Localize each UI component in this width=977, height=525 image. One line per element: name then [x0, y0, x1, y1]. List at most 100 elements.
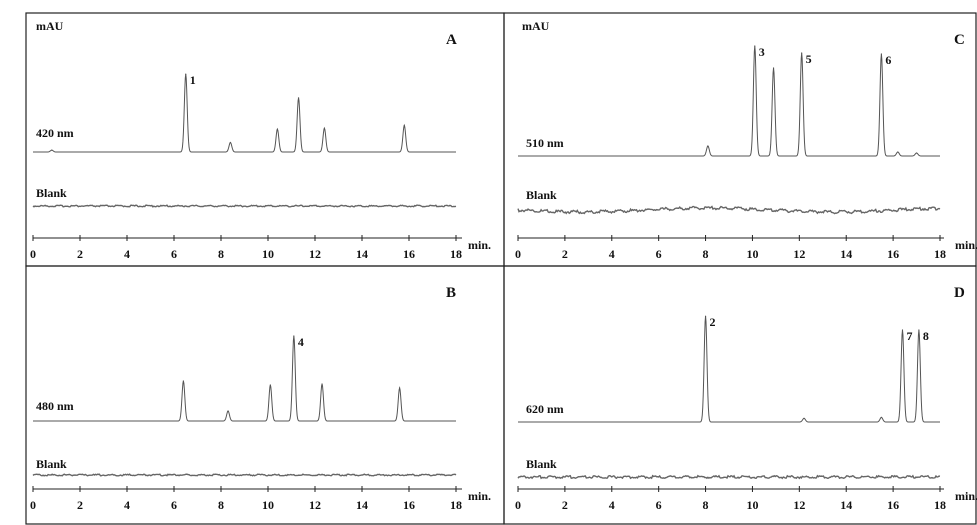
panel-B-tick-label: 6	[171, 498, 177, 512]
panel-D-peak	[803, 417, 805, 419]
panel-C-tick-label: 4	[609, 247, 615, 261]
panel-C-border	[503, 12, 977, 267]
panel-C-tick-label: 10	[746, 247, 758, 261]
panel-C-peak	[707, 145, 709, 147]
panel-C-peak	[915, 152, 918, 154]
panel-D-blank-trace	[517, 474, 941, 480]
panel-D-traces: 2 7 8	[517, 315, 941, 480]
panel-A-peak	[185, 73, 187, 75]
panel-D-peak-label: 8	[923, 329, 929, 343]
panel-A-tick-label: 8	[218, 247, 224, 261]
panel-A-peak	[297, 97, 300, 99]
panel-D-tick-label: 18	[934, 498, 946, 512]
panel-D-peak	[918, 329, 920, 331]
panel-C-tick-label: 2	[562, 247, 568, 261]
panel-B-sample-trace	[33, 335, 456, 422]
panel-A-border	[25, 12, 505, 267]
panel-A-letter: A	[446, 32, 457, 48]
panel-C-tick-label: 14	[840, 247, 852, 261]
panel-C-peak	[897, 151, 899, 153]
panel-A-ylabel: mAU	[36, 19, 64, 33]
panel-B-xlabel: min.	[468, 489, 491, 503]
panel-A-peak	[323, 127, 325, 129]
panel-D-tick-label: 2	[562, 498, 568, 512]
panel-B-blank-label: Blank	[36, 457, 67, 471]
panel-C-blank-trace	[517, 205, 941, 215]
panel-A-blank-label: Blank	[36, 186, 67, 200]
panel-A-tick-label: 6	[171, 247, 177, 261]
panel-C: mAU C 510 nm Blank min. 0 2 4 6 8 10 12 14 16 18 …	[515, 19, 977, 261]
panel-C-letter: C	[954, 32, 965, 48]
panel-B-letter: B	[446, 285, 456, 301]
panel-D-tick-label: 16	[887, 498, 899, 512]
panel-A-tick-label: 4	[124, 247, 130, 261]
panel-C-peak-label: 5	[806, 52, 812, 66]
panel-B-blank-trace	[32, 473, 457, 477]
panel-D-ticks: 0 2 4 6 8 10 12 14 16 18	[515, 486, 946, 512]
panel-A-tick-label: 18	[450, 247, 462, 261]
panel-B-tick-label: 16	[403, 498, 415, 512]
panel-B-traces: 4	[32, 335, 457, 477]
panel-D-tick-label: 8	[703, 498, 709, 512]
panel-B-peak	[182, 380, 184, 382]
panel-A-peak-label: 1	[190, 73, 196, 87]
panel-A-ticks: 0 2 4 6 8 10 12 14 16 18	[30, 235, 462, 261]
panel-C-tick-label: 0	[515, 247, 521, 261]
panel-C-tick-label: 16	[887, 247, 899, 261]
panel-D-trace-label: 620 nm	[526, 402, 564, 416]
panel-A-tick-label: 16	[403, 247, 415, 261]
panel-C-traces: 3 5 6	[517, 45, 941, 215]
panel-C-peak	[772, 67, 775, 69]
panel-D-tick-label: 6	[656, 498, 662, 512]
panel-C-tick-label: 18	[934, 247, 946, 261]
panel-C-trace-label: 510 nm	[526, 136, 564, 150]
panel-B-peak-label: 4	[298, 335, 304, 349]
panel-B-peak	[321, 383, 323, 385]
panel-A-tick-label: 0	[30, 247, 36, 261]
panel-C-tick-label: 12	[793, 247, 805, 261]
panel-B-ticks: 0 2 4 6 8 10 12 14 16 18	[30, 486, 462, 512]
panel-B-peak	[269, 384, 271, 386]
panel-C-peak	[801, 52, 803, 54]
panel-B-peak	[293, 335, 295, 337]
panel-D-peak	[880, 416, 882, 418]
panel-D-border	[503, 265, 977, 525]
panel-B-tick-label: 0	[30, 498, 36, 512]
panel-B-peak	[227, 410, 229, 412]
panel-D-tick-label: 0	[515, 498, 521, 512]
panel-C-tick-label: 6	[656, 247, 662, 261]
panel-C-ylabel: mAU	[522, 19, 550, 33]
panel-B-tick-label: 12	[309, 498, 321, 512]
panel-B-tick-label: 18	[450, 498, 462, 512]
panel-A-traces: 1	[32, 73, 457, 208]
panel-B-tick-label: 8	[218, 498, 224, 512]
panel-D-peak-label: 2	[710, 315, 716, 329]
panel-A-peak	[51, 149, 53, 151]
panel-B-tick-label: 14	[356, 498, 368, 512]
panel-C-sample-trace	[518, 45, 940, 157]
panel-A: mAU A 420 nm Blank min. 0 2 4 6 8 10 12 14 16 18 …	[30, 19, 491, 261]
panel-C-peak	[880, 53, 882, 55]
panel-A-blank-trace	[32, 204, 457, 208]
panel-A-tick-label: 12	[309, 247, 321, 261]
panel-A-tick-label: 2	[77, 247, 83, 261]
panel-C-blank-label: Blank	[526, 188, 557, 202]
panel-C-peak-label: 3	[759, 45, 765, 59]
panel-A-trace-label: 420 nm	[36, 126, 74, 140]
panel-C-peak	[754, 45, 756, 47]
panel-A-tick-label: 10	[262, 247, 274, 261]
panel-D-peak	[704, 315, 707, 317]
panel-B-peak	[399, 387, 401, 389]
panel-A-peak	[276, 128, 278, 130]
panel-D-sample-trace	[518, 316, 940, 423]
panel-C-ticks: 0 2 4 6 8 10 12 14 16 18	[515, 235, 946, 261]
panel-C-tick-label: 8	[703, 247, 709, 261]
panel-D-letter: D	[954, 285, 965, 301]
panel-C-peak-label: 6	[885, 53, 891, 67]
panel-D-tick-label: 4	[609, 498, 615, 512]
panel-B: B 480 nm Blank min. 0 2 4 6 8 10 12 14 16 18 4	[30, 285, 491, 512]
panel-B-trace-label: 480 nm	[36, 399, 74, 413]
panel-A-xlabel: min.	[468, 238, 491, 252]
panel-A-tick-label: 14	[356, 247, 368, 261]
